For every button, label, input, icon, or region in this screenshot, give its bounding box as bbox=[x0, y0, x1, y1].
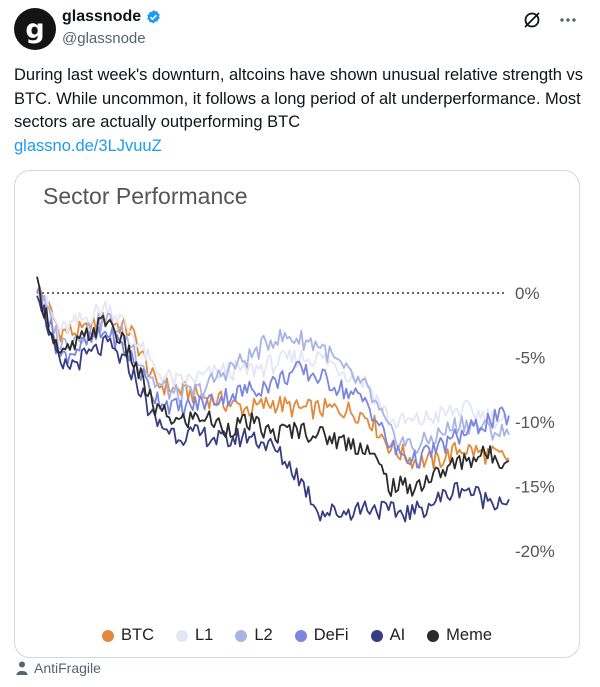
tweet-text: During last week's downturn, altcoins ha… bbox=[14, 66, 584, 132]
legend-swatch bbox=[427, 629, 440, 642]
tweet-body: During last week's downturn, altcoins ha… bbox=[14, 64, 589, 158]
legend-item-meme[interactable]: Meme bbox=[427, 626, 492, 645]
y-tick-label: -15% bbox=[515, 478, 555, 497]
author-name[interactable]: glassnode bbox=[62, 8, 142, 25]
avatar[interactable]: g bbox=[14, 8, 56, 50]
author-name-row[interactable]: glassnode bbox=[62, 8, 162, 26]
sector-performance-chart: 0% -5% -10% -15% -20% bbox=[36, 276, 555, 561]
legend-swatch bbox=[294, 629, 307, 642]
y-tick-label: -10% bbox=[515, 413, 555, 432]
chart-title: Sector Performance bbox=[43, 183, 248, 209]
legend-item-defi[interactable]: DeFi bbox=[294, 626, 349, 645]
y-tick-label: 0% bbox=[515, 284, 540, 303]
series-line-defi bbox=[36, 286, 510, 469]
tweet-link[interactable]: glassno.de/3LJvuuZ bbox=[14, 136, 162, 155]
series-line-ai bbox=[36, 295, 510, 523]
grok-icon[interactable] bbox=[522, 10, 542, 30]
series-line-l1 bbox=[36, 294, 510, 430]
legend-label: L1 bbox=[195, 626, 214, 644]
author-handle[interactable]: @glassnode bbox=[62, 30, 146, 47]
legend-swatch bbox=[370, 629, 383, 642]
legend-label: L2 bbox=[254, 626, 273, 644]
y-tick-label: -20% bbox=[515, 542, 555, 561]
legend-label: Meme bbox=[446, 626, 492, 644]
legend-label: DeFi bbox=[313, 626, 349, 644]
legend-item-l2[interactable]: L2 bbox=[235, 626, 273, 645]
legend-swatch bbox=[176, 629, 188, 642]
y-tick-label: -5% bbox=[515, 349, 545, 368]
legend-item-ai[interactable]: AI bbox=[370, 626, 406, 645]
legend-swatch bbox=[102, 629, 114, 642]
legend-item-l1[interactable]: L1 bbox=[176, 626, 213, 645]
legend-item-btc[interactable]: BTC bbox=[102, 626, 154, 645]
person-icon bbox=[16, 661, 28, 675]
chart-card[interactable]: Sector Performance 0% -5% -10% -15% -20% BTC… bbox=[14, 170, 580, 658]
footer-label[interactable]: AntiFragile bbox=[34, 660, 101, 676]
footer: AntiFragile bbox=[16, 660, 101, 676]
more-icon[interactable] bbox=[558, 10, 578, 30]
chart-legend: BTC L1 L2 DeFi AI Meme bbox=[15, 626, 579, 645]
verified-badge-icon bbox=[147, 9, 160, 24]
series-line-meme bbox=[36, 276, 510, 498]
legend-label: AI bbox=[389, 626, 406, 644]
legend-swatch bbox=[235, 629, 248, 642]
legend-label: BTC bbox=[121, 626, 154, 644]
